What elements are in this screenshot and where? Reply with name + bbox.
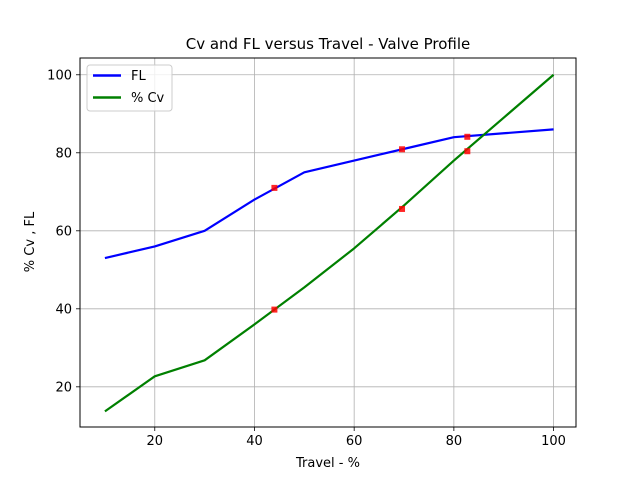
x-tick-label: 60: [346, 434, 363, 449]
highlight-marker: [271, 306, 278, 313]
series-lines: [104, 73, 555, 413]
y-tick-label: 100: [47, 68, 72, 83]
x-tick-label: 100: [541, 434, 566, 449]
axis-ticks: 20 40 60 80 100 20 40 60 80 100: [47, 68, 566, 449]
series-line-fl: [104, 128, 554, 260]
highlight-marker: [399, 146, 406, 153]
y-tick-label: 40: [55, 302, 72, 317]
highlight-marker: [464, 133, 471, 140]
x-tick-label: 80: [446, 434, 463, 449]
highlight-marker: [464, 148, 471, 155]
y-tick-label: 80: [55, 146, 72, 161]
series-line-cv: [104, 73, 555, 413]
y-tick-label: 20: [55, 380, 72, 395]
plot-frame: [79, 57, 577, 428]
y-axis-label: % Cv , FL: [23, 211, 38, 272]
grid-lines: [80, 58, 576, 427]
chart-title: Cv and FL versus Travel - Valve Profile: [186, 35, 471, 53]
legend-label-fl: FL: [131, 69, 146, 84]
x-tick-label: 40: [246, 434, 263, 449]
highlight-markers: [271, 133, 471, 313]
x-axis-label: Travel - %: [295, 456, 360, 471]
legend: FL % Cv: [86, 64, 173, 112]
y-tick-label: 60: [55, 224, 72, 239]
highlight-marker: [399, 205, 406, 212]
x-tick-label: 20: [147, 434, 164, 449]
highlight-marker: [271, 184, 278, 191]
legend-label-cv: % Cv: [131, 91, 165, 106]
